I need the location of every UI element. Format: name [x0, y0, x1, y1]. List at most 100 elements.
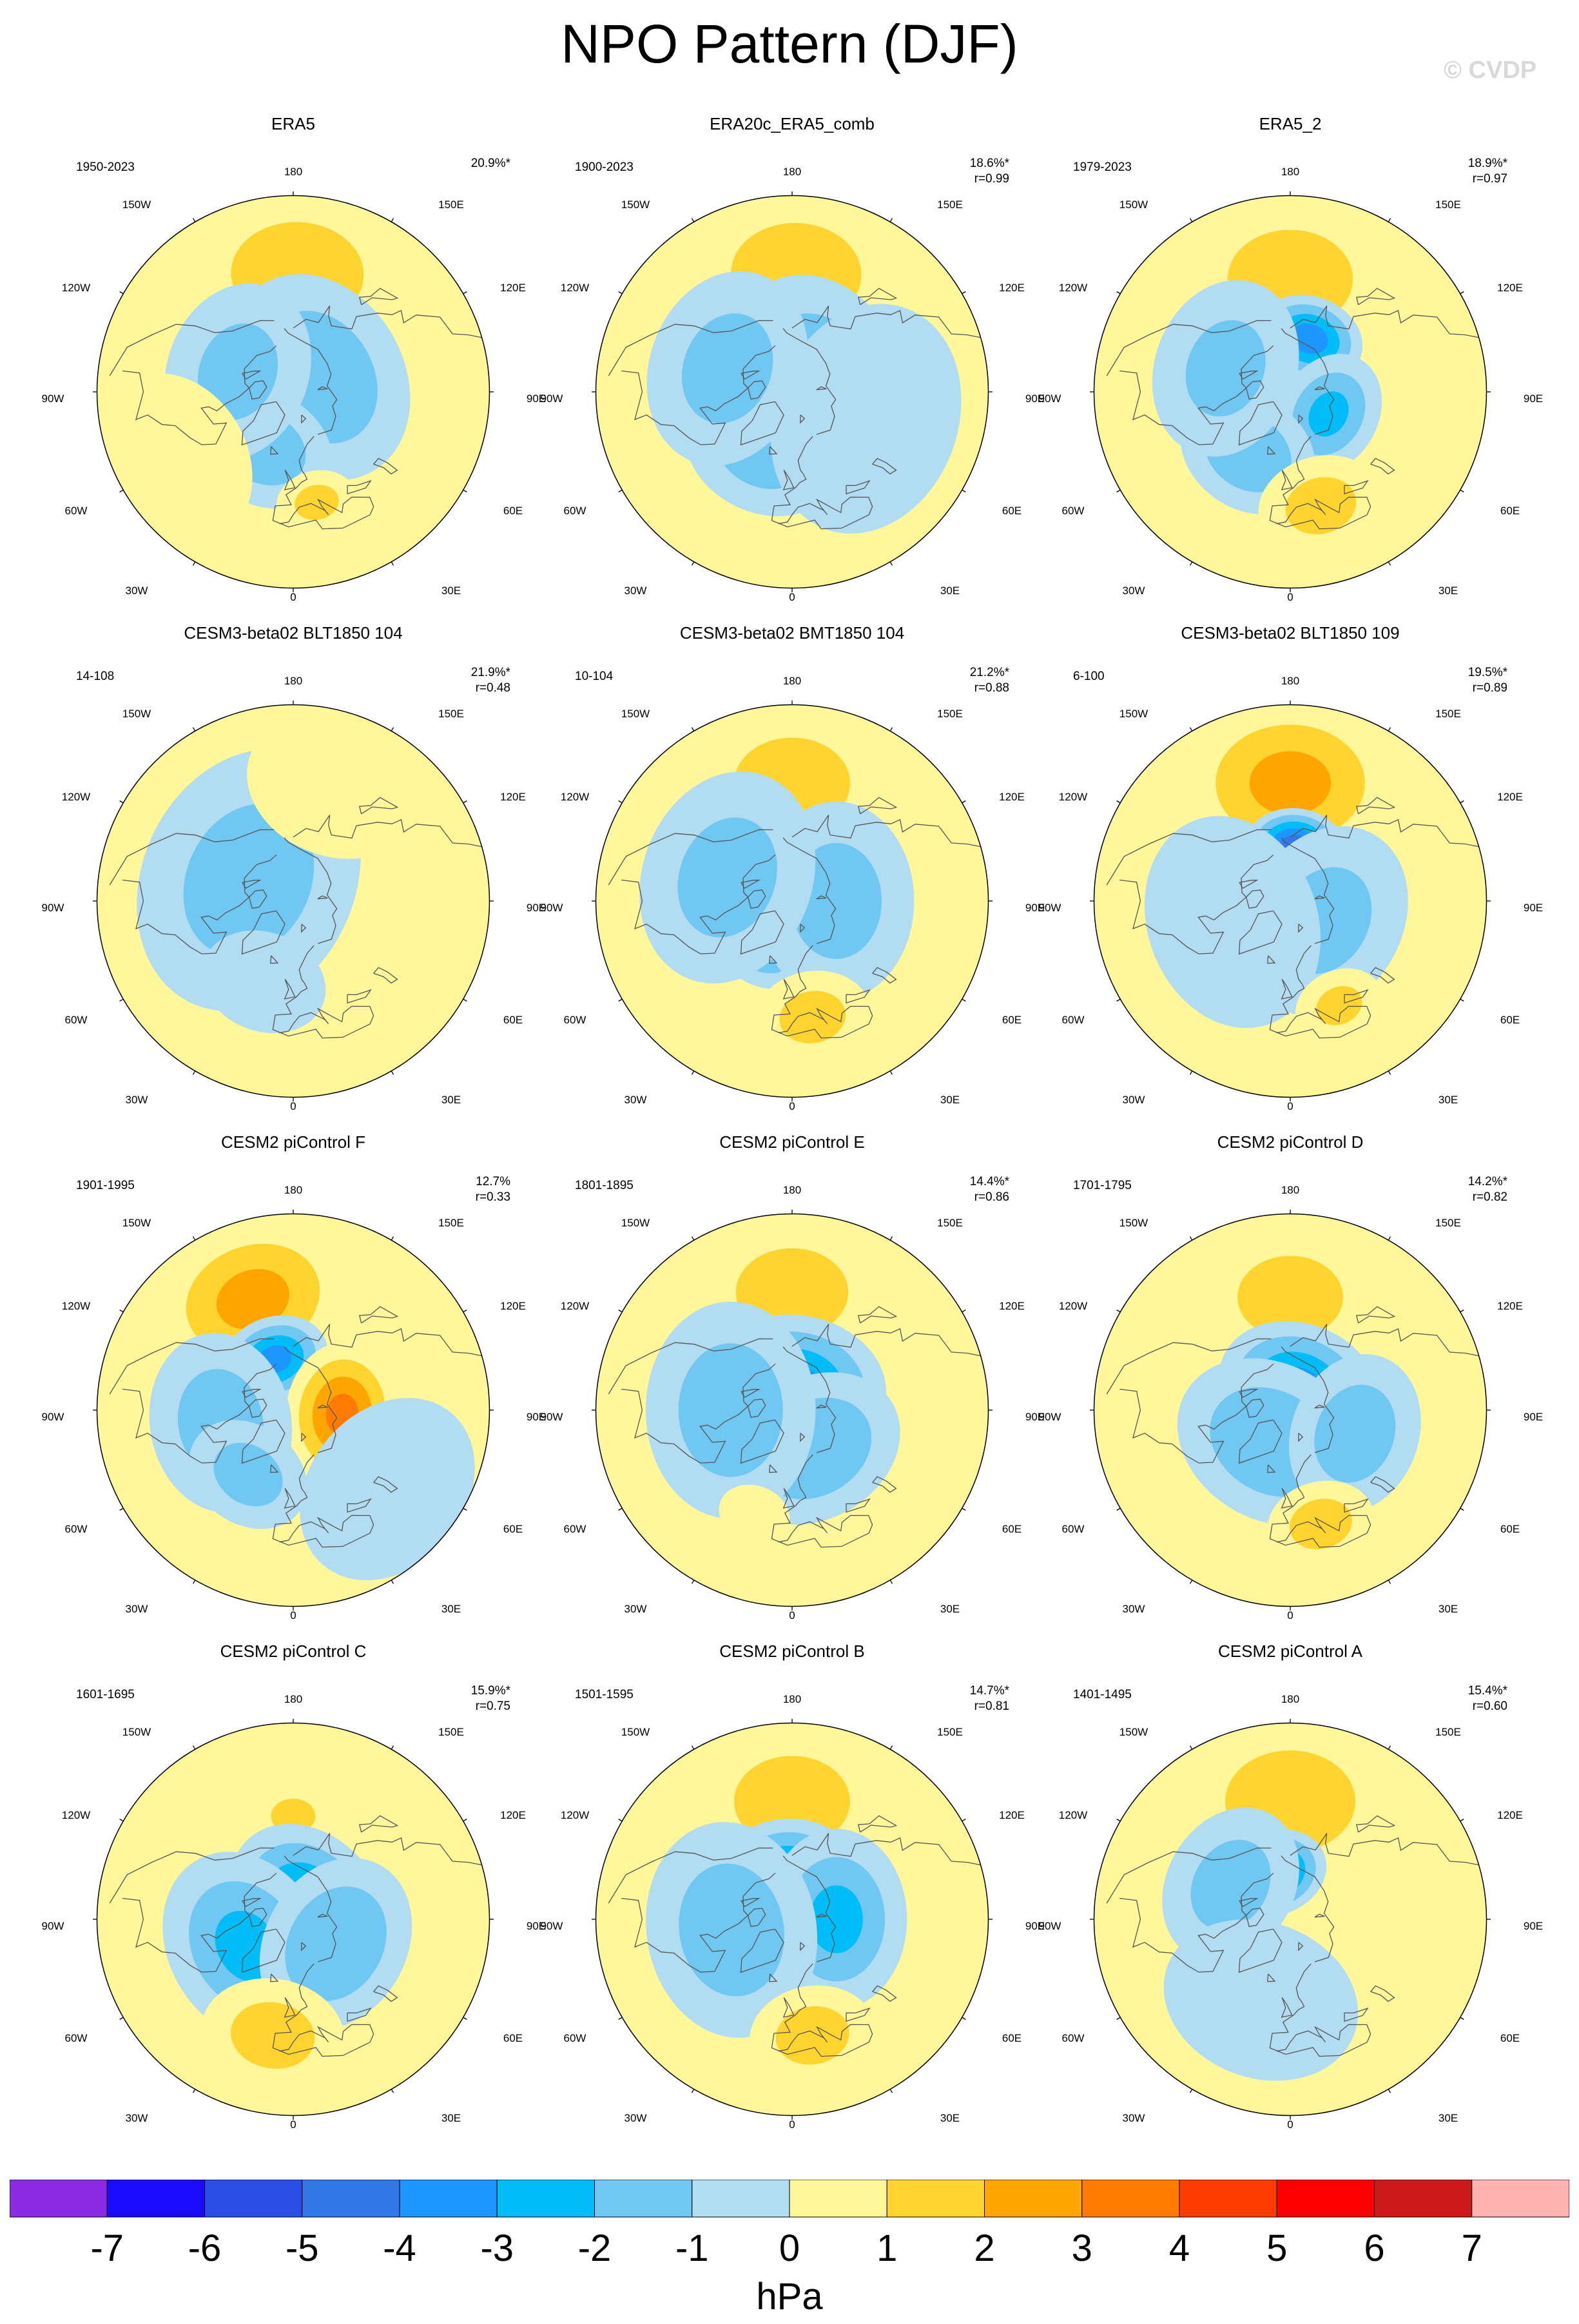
coastline	[1314, 386, 1325, 391]
panel-title: ERA5	[271, 114, 315, 133]
longitude-tick	[691, 1579, 695, 1584]
anomaly-contour	[1285, 477, 1357, 535]
coastline	[1290, 1324, 1480, 1357]
panel-correlation: r=0.86	[974, 1190, 1009, 1204]
anomaly-contour	[809, 1885, 863, 1953]
coastline	[347, 1498, 372, 1513]
longitude-label: 30E	[940, 2112, 960, 2124]
coastline	[270, 1464, 279, 1473]
longitude-tick	[1388, 561, 1391, 566]
polar-map	[592, 1719, 993, 2120]
longitude-label: 180	[782, 1693, 802, 1705]
longitude-label: 90W	[1038, 1411, 1061, 1423]
coastline	[1370, 967, 1395, 984]
panel-title: CESM3-beta02 BLT1850 109	[1181, 623, 1400, 643]
longitude-tick	[391, 218, 394, 223]
coastline	[1298, 924, 1304, 933]
anomaly-contour	[1185, 320, 1266, 417]
longitude-label: 60E	[503, 1014, 523, 1026]
coastline	[347, 989, 372, 1004]
longitude-label: 90W	[1038, 392, 1061, 405]
anomaly-contour	[1237, 1255, 1343, 1339]
longitude-label: 30E	[1438, 2112, 1458, 2124]
colorbar-box	[496, 2180, 595, 2218]
panel-years: 1950-2023	[76, 160, 135, 174]
longitude-tick	[618, 1507, 623, 1511]
longitude-label: 90W	[1038, 1920, 1061, 1932]
coastline	[272, 436, 371, 530]
coastline	[241, 910, 286, 955]
coastline	[301, 924, 307, 933]
coastline	[284, 1997, 296, 2018]
longitude-tick	[1189, 727, 1193, 732]
panel-correlation: r=0.75	[475, 1699, 510, 1713]
colorbar-tick-label: -2	[577, 2227, 612, 2269]
longitude-label: 0	[1287, 591, 1293, 603]
longitude-label: 120E	[1497, 282, 1523, 294]
longitude-label: 90E	[526, 1920, 547, 1932]
colorbar-box	[594, 2180, 693, 2218]
coastline	[293, 1324, 483, 1357]
longitude-label: 150W	[122, 1217, 151, 1229]
coastline	[122, 1872, 277, 1973]
longitude-tick	[961, 489, 966, 493]
longitude-tick	[1116, 998, 1121, 1002]
coastline	[782, 1346, 837, 1453]
longitude-label: 150E	[1435, 1726, 1461, 1738]
map-panel: CESM2 piControl E 1801-1895 14.4%* r=0.86 18…	[538, 1131, 1047, 1634]
panel-years: 1900-2023	[575, 160, 634, 174]
anomaly-contour	[770, 304, 962, 534]
panel-title: CESM2 piControl E	[719, 1132, 865, 1152]
panel-years: 1901-1995	[76, 1179, 135, 1192]
panel-years: 1601-1695	[76, 1688, 135, 1701]
longitude-label: 90W	[41, 392, 64, 405]
coastline	[778, 1005, 873, 1034]
longitude-label: 120E	[999, 1809, 1025, 1821]
coastline	[1281, 837, 1335, 944]
panel-pct: 15.4%*	[1468, 1684, 1507, 1698]
coastline	[771, 436, 869, 530]
longitude-label: 150E	[1435, 199, 1461, 211]
longitude-tick	[192, 1579, 196, 1584]
coastline	[621, 345, 776, 445]
longitude-tick	[889, 561, 893, 566]
panel-correlation: r=0.89	[1472, 681, 1507, 695]
longitude-tick	[691, 1745, 695, 1750]
coastline	[109, 320, 275, 376]
longitude-tick	[391, 561, 394, 566]
map-panel: CESM3-beta02 BMT1850 104 10-104 21.2%* r=0.…	[538, 622, 1047, 1125]
longitude-label: 60W	[64, 2032, 88, 2044]
longitude-label: 30W	[624, 2112, 647, 2124]
colorbar-box	[106, 2180, 205, 2218]
panel-title: ERA5_2	[1259, 114, 1322, 133]
longitude-tick	[618, 998, 623, 1002]
longitude-label: 90W	[1038, 902, 1061, 914]
anomaly-contour	[216, 1269, 289, 1330]
longitude-label: 60E	[1002, 1014, 1022, 1026]
longitude-tick	[618, 291, 623, 295]
coastline	[242, 1898, 262, 1907]
longitude-tick	[961, 291, 966, 295]
anomaly-contour	[1249, 751, 1332, 815]
colorbar-tick-label: 1	[877, 2227, 898, 2269]
longitude-tick	[1116, 1507, 1121, 1511]
longitude-label: 90E	[526, 1411, 547, 1423]
coastline	[1298, 1433, 1304, 1442]
longitude-tick	[192, 1745, 196, 1750]
colorbar-box	[1276, 2180, 1375, 2218]
coastline	[1267, 955, 1276, 964]
coastline	[1238, 1928, 1283, 1973]
polar-map	[1090, 1719, 1491, 2120]
coastline	[769, 446, 778, 455]
coastline	[872, 1476, 897, 1493]
coastline	[621, 1363, 776, 1464]
longitude-tick	[1116, 2017, 1121, 2020]
colorbar-box	[1081, 2180, 1180, 2218]
longitude-tick	[192, 561, 196, 566]
coastline	[1344, 989, 1369, 1004]
longitude-label: 120W	[560, 282, 590, 294]
longitude-label: 30W	[624, 585, 647, 597]
coastline	[800, 924, 806, 933]
coastline	[347, 479, 372, 495]
longitude-label: 60E	[1002, 505, 1022, 517]
